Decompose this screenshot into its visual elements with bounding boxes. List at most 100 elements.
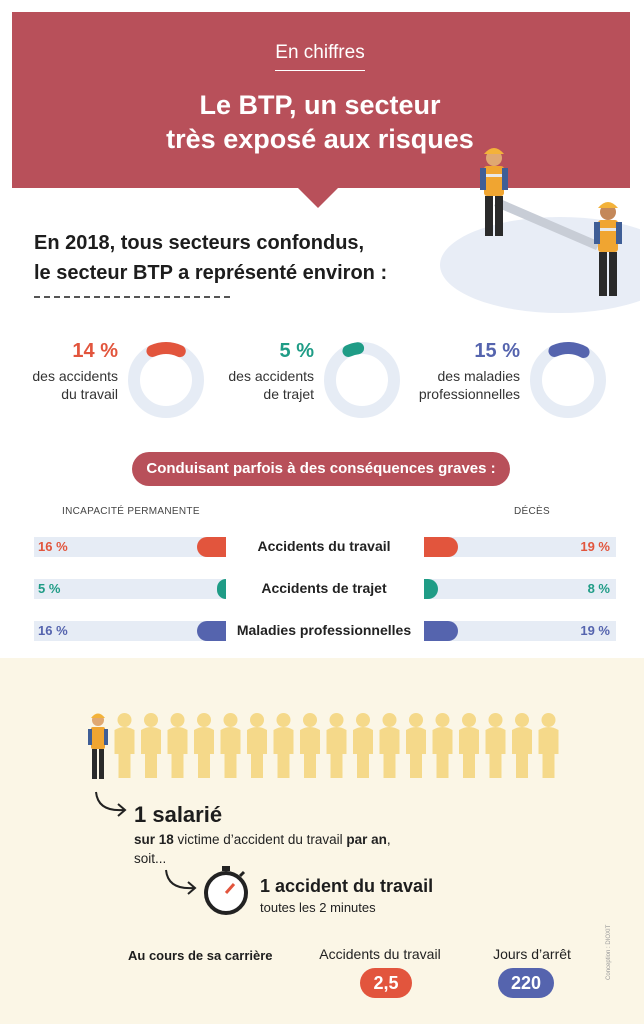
consequence-row-work: 16 % Accidents du travail 19 % <box>0 536 644 558</box>
worker-figure <box>88 713 108 779</box>
career-days-label: Jours d’arrêt <box>493 946 571 962</box>
stat-disease-line-1: des maladies <box>437 368 521 384</box>
left-value-work: 16 % <box>38 539 68 554</box>
header-kicker: En chiffres <box>0 42 640 71</box>
left-value-commute: 5 % <box>38 581 61 596</box>
stat-work-percent: 14 % <box>72 340 118 362</box>
person-silhouette <box>512 713 532 778</box>
employee-soit: soit... <box>134 851 167 866</box>
left-track <box>34 579 226 599</box>
right-bar-disease <box>424 621 458 641</box>
right-value-work: 19 % <box>580 539 610 554</box>
header-notch <box>296 186 340 208</box>
person-silhouette <box>300 713 320 778</box>
stat-commute-line-2: de trajet <box>263 386 314 402</box>
stat-commute-label: des accidents de trajet <box>214 367 314 403</box>
employee-subtext: sur 18 victime d’accident du travail par… <box>134 830 391 868</box>
header-death: DÉCÈS <box>514 506 550 517</box>
person-silhouette <box>273 713 294 778</box>
row-label-commute: Accidents de trajet <box>261 580 387 596</box>
accident-headline: 1 accident du travail <box>260 876 434 896</box>
left-bar-commute <box>217 579 226 599</box>
credit-text: Conception : DIOXIT <box>606 924 612 980</box>
stat-disease-label: des maladies professionnelles <box>410 367 520 403</box>
intro-line-2: le secteur BTP a représenté environ : <box>34 262 388 284</box>
person-silhouette <box>485 713 506 778</box>
person-silhouette <box>114 713 135 778</box>
stat-disease-line-2: professionnelles <box>418 386 520 402</box>
ring-occupational-diseases <box>530 342 606 418</box>
stat-occupational-diseases: 15 % des maladies professionnelles <box>410 340 520 403</box>
accident-frequency: toutes les 2 minutes <box>260 900 376 915</box>
ring-commute-accidents <box>324 342 400 418</box>
intro-line-1: En 2018, tous secteurs confondus, <box>34 232 365 254</box>
career-accidents-label: Accidents du travail <box>319 946 441 962</box>
person-silhouette <box>167 713 188 778</box>
ring-work-accidents <box>128 342 204 418</box>
employee-text-1: victime d’accident du travail <box>173 832 347 847</box>
person-silhouette <box>247 713 267 778</box>
dashed-divider <box>34 296 230 298</box>
stat-commute-percent: 5 % <box>279 340 314 362</box>
left-bar-work <box>197 537 226 557</box>
career-label: Au cours de sa carrière <box>128 948 273 963</box>
person-silhouette <box>141 713 161 778</box>
employee-headline: 1 salarié <box>134 802 223 827</box>
stat-commute-line-1: des accidents <box>228 368 314 384</box>
employee-per-year: par an <box>346 832 387 847</box>
ring-track <box>128 342 204 418</box>
ring-arc <box>324 342 400 418</box>
left-value-disease: 16 % <box>38 623 68 638</box>
left-track <box>34 621 226 641</box>
person-silhouette <box>353 713 373 778</box>
person-silhouette <box>379 713 400 778</box>
stat-commute-accidents: 5 % des accidents de trajet <box>214 340 314 403</box>
person-silhouette <box>406 713 426 778</box>
stat-work-accidents: 14 % des accidents du travail <box>22 340 118 403</box>
ring-arc <box>128 342 204 418</box>
stat-work-line-1: des accidents <box>32 368 118 384</box>
employee-ratio: sur 18 <box>134 832 174 847</box>
stat-disease-percent: 15 % <box>474 340 520 362</box>
row-label-disease: Maladies professionnelles <box>236 622 412 638</box>
stat-work-label: des accidents du travail <box>22 367 118 403</box>
right-value-disease: 19 % <box>580 623 610 638</box>
curved-arrow-icon <box>95 791 127 817</box>
person-silhouette <box>538 713 559 778</box>
person-silhouette <box>326 713 347 778</box>
row-label-work: Accidents du travail <box>257 538 391 554</box>
career-days-badge: 220 <box>498 968 554 998</box>
consequences-heading: Conduisant parfois à des conséquences gr… <box>132 452 510 486</box>
stopwatch-icon <box>204 866 248 915</box>
ring-arc <box>530 342 606 418</box>
person-silhouette <box>432 713 453 778</box>
title-line-1: Le BTP, un secteur <box>199 90 441 120</box>
page-title: Le BTP, un secteur très exposé aux risqu… <box>0 88 640 156</box>
employee-text-2: , <box>386 832 391 847</box>
header-permanent-disability: INCAPACITÉ PERMANENTE <box>62 506 200 517</box>
right-bar-commute <box>424 579 438 599</box>
person-silhouette <box>459 713 479 778</box>
title-line-2: très exposé aux risques <box>166 124 474 154</box>
people-row-illustration <box>88 713 559 779</box>
right-value-commute: 8 % <box>587 581 610 596</box>
person-silhouette <box>194 713 214 778</box>
right-track <box>424 579 616 599</box>
right-bar-work <box>424 537 458 557</box>
kicker-text: En chiffres <box>275 42 365 71</box>
right-track <box>424 537 616 557</box>
ring-track <box>324 342 400 418</box>
curved-arrow-icon <box>165 869 197 895</box>
right-track <box>424 621 616 641</box>
bottom-section <box>0 658 644 1024</box>
intro-text: En 2018, tous secteurs confondus, le sec… <box>34 228 387 288</box>
career-accidents-badge: 2,5 <box>360 968 412 998</box>
left-bar-disease <box>197 621 226 641</box>
stat-work-line-2: du travail <box>61 386 118 402</box>
consequence-row-commute: 5 % Accidents de trajet 8 % <box>0 578 644 600</box>
person-silhouette <box>220 713 241 778</box>
header-banner <box>12 12 630 188</box>
consequence-row-disease: 16 % Maladies professionnelles 19 % <box>0 620 644 642</box>
workers-illustration <box>440 148 640 313</box>
